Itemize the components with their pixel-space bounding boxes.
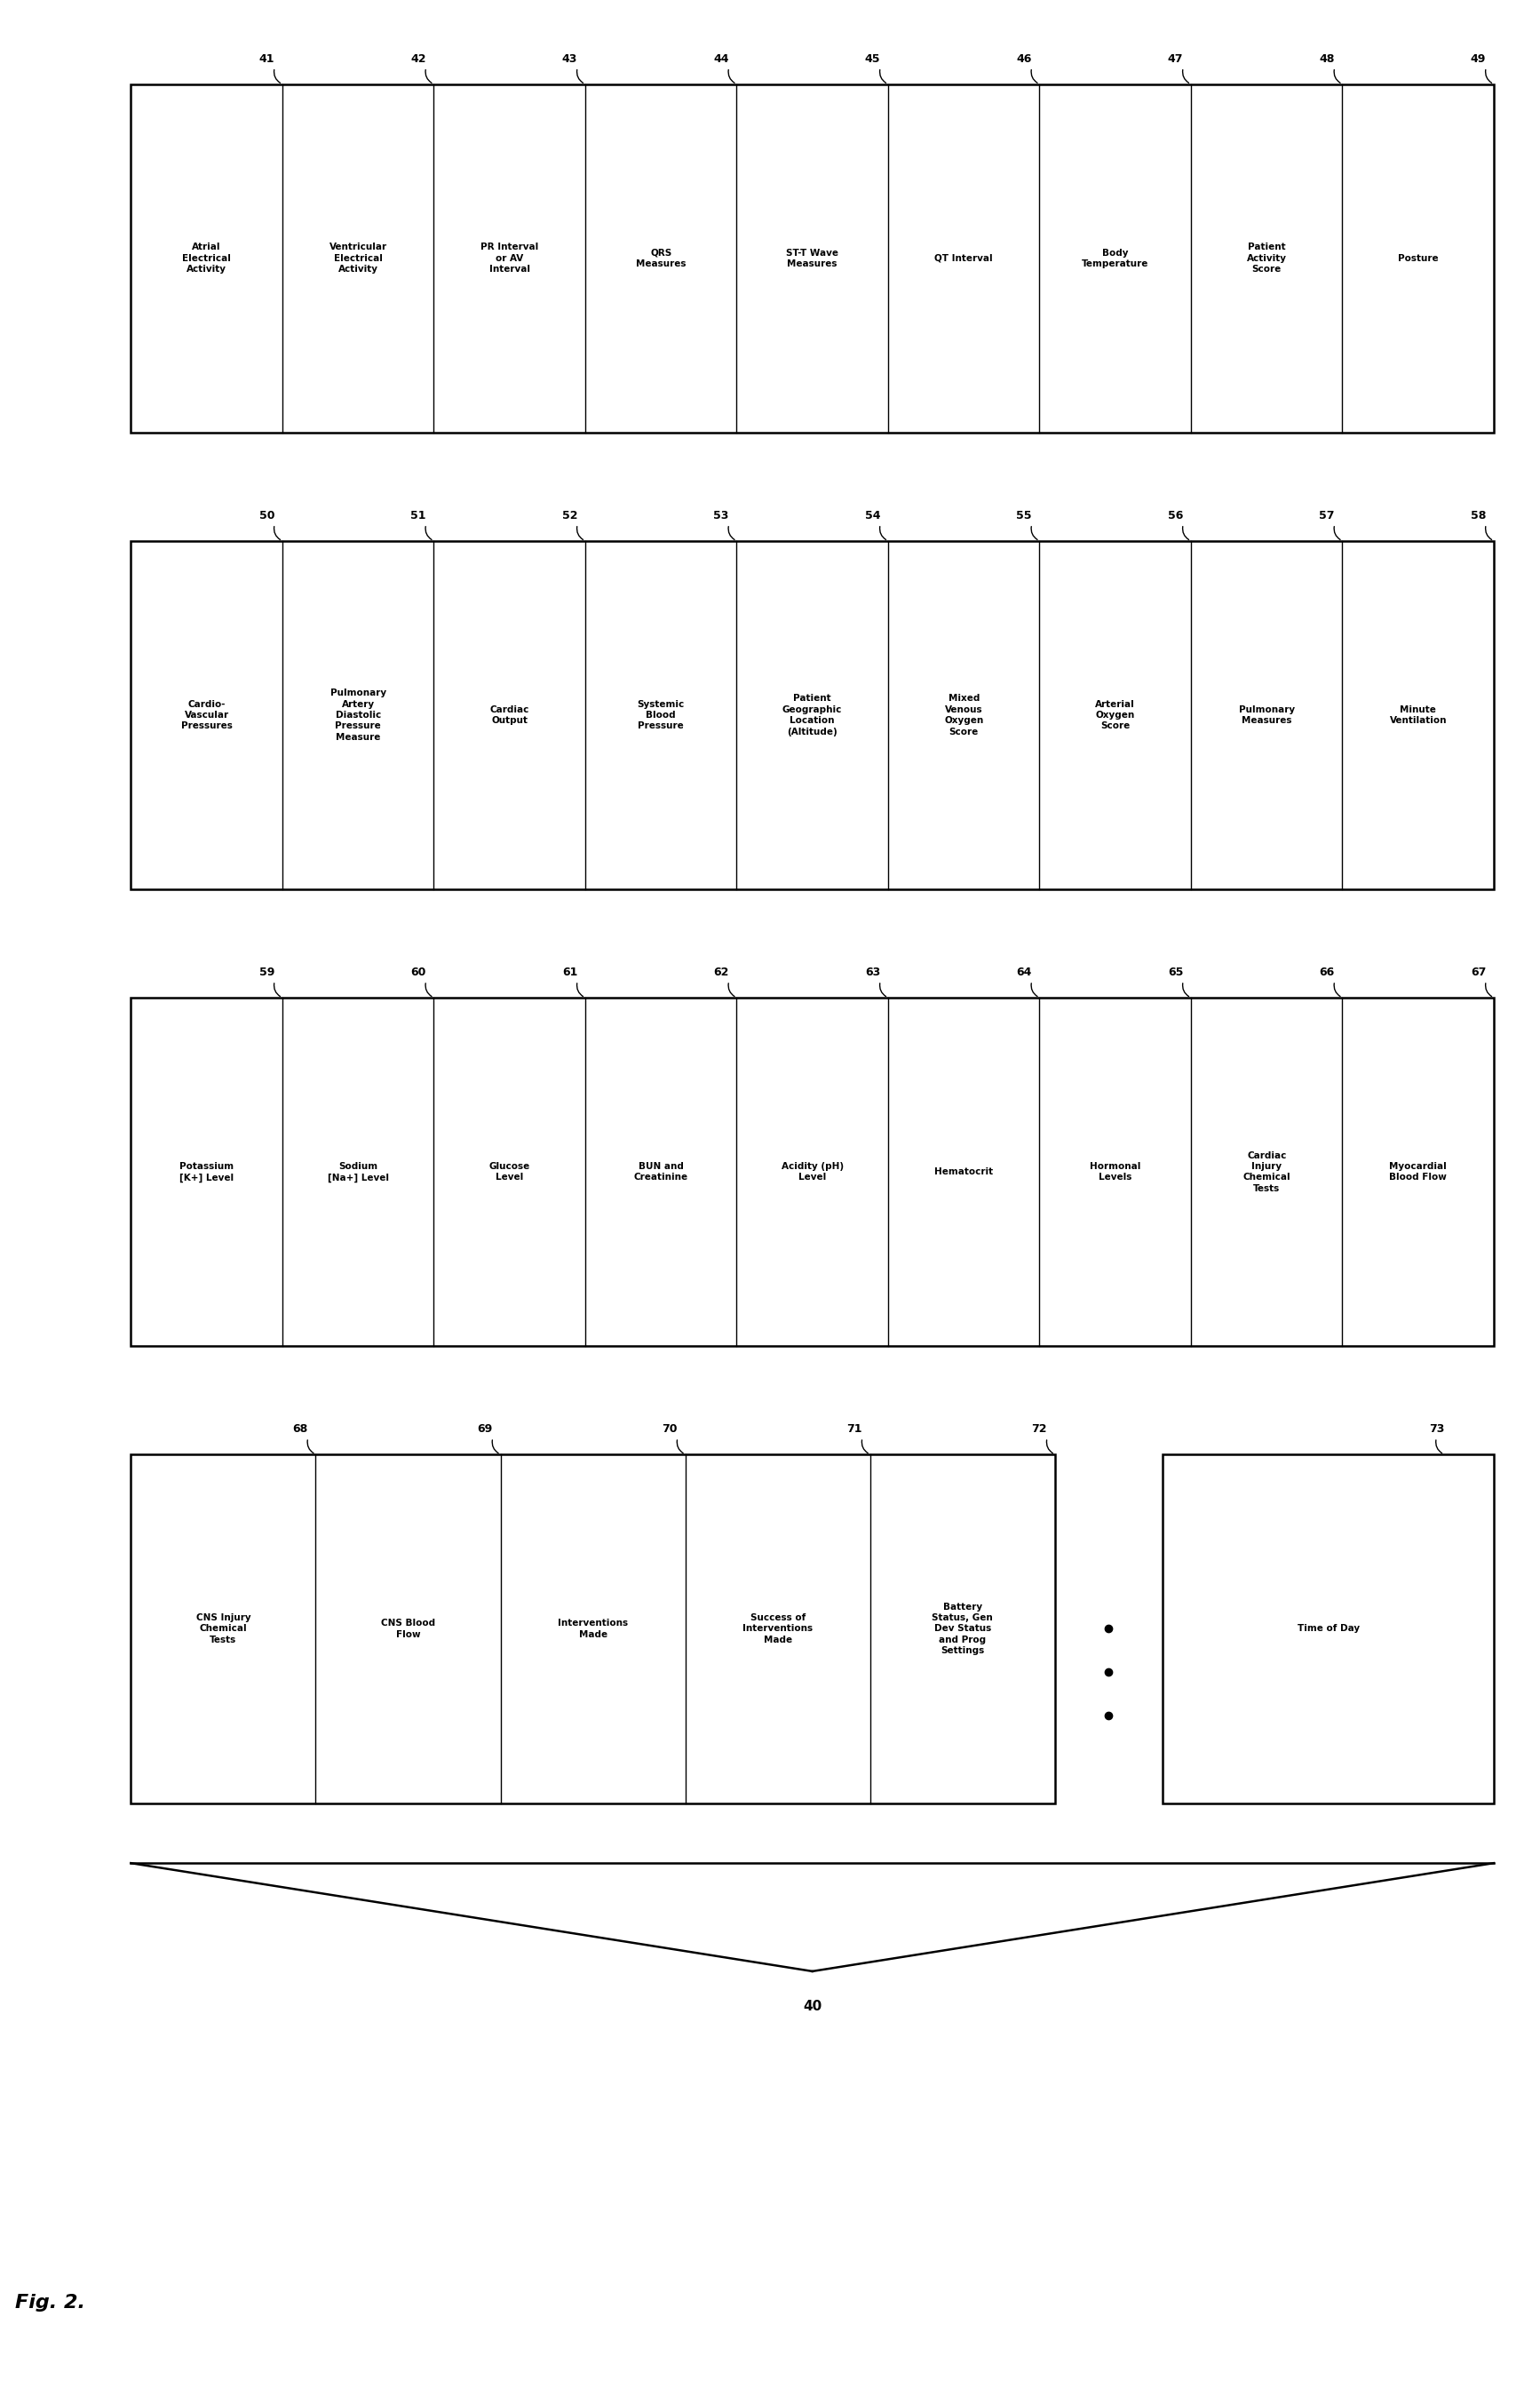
Text: 70: 70 (662, 1423, 678, 1435)
Text: Arterial
Oxygen
Score: Arterial Oxygen Score (1095, 700, 1135, 731)
Bar (1163, 1454, 1494, 1803)
Text: Mixed
Venous
Oxygen
Score: Mixed Venous Oxygen Score (944, 695, 984, 736)
Text: Success of
Interventions
Made: Success of Interventions Made (742, 1613, 813, 1644)
Bar (131, 1454, 1055, 1803)
Text: Patient
Geographic
Location
(Altitude): Patient Geographic Location (Altitude) (782, 695, 842, 736)
Text: Hematocrit: Hematocrit (935, 1168, 993, 1176)
Text: Patient
Activity
Score: Patient Activity Score (1247, 243, 1286, 274)
Text: 46: 46 (1016, 53, 1032, 65)
Text: 56: 56 (1167, 510, 1183, 522)
Bar (131, 998, 1494, 1346)
Text: 57: 57 (1320, 510, 1335, 522)
Text: PR Interval
or AV
Interval: PR Interval or AV Interval (480, 243, 539, 274)
Text: 53: 53 (713, 510, 728, 522)
Text: 65: 65 (1167, 966, 1183, 978)
Text: Cardiac
Output: Cardiac Output (490, 704, 530, 726)
Text: 68: 68 (293, 1423, 308, 1435)
Text: Acidity (pH)
Level: Acidity (pH) Level (781, 1161, 844, 1183)
Text: 43: 43 (562, 53, 578, 65)
Text: Cardio-
Vascular
Pressures: Cardio- Vascular Pressures (180, 700, 233, 731)
Bar (131, 541, 1494, 889)
Text: Time of Day: Time of Day (1297, 1625, 1360, 1632)
Text: Ventricular
Electrical
Activity: Ventricular Electrical Activity (330, 243, 387, 274)
Text: Potassium
[K+] Level: Potassium [K+] Level (180, 1161, 234, 1183)
Text: 72: 72 (1032, 1423, 1047, 1435)
Text: 40: 40 (802, 2000, 822, 2015)
Text: Pulmonary
Artery
Diastolic
Pressure
Measure: Pulmonary Artery Diastolic Pressure Meas… (330, 688, 387, 743)
Text: QRS
Measures: QRS Measures (636, 248, 685, 269)
Text: 58: 58 (1471, 510, 1486, 522)
Text: 55: 55 (1016, 510, 1032, 522)
Text: 64: 64 (1016, 966, 1032, 978)
Text: ST-T Wave
Measures: ST-T Wave Measures (785, 248, 839, 269)
Text: 54: 54 (865, 510, 881, 522)
Text: Body
Temperature: Body Temperature (1081, 248, 1149, 269)
Text: 71: 71 (847, 1423, 862, 1435)
Text: BUN and
Creatinine: BUN and Creatinine (634, 1161, 688, 1183)
Text: 52: 52 (562, 510, 578, 522)
Text: 49: 49 (1471, 53, 1486, 65)
Text: 60: 60 (411, 966, 427, 978)
Text: CNS Blood
Flow: CNS Blood Flow (380, 1618, 436, 1640)
Text: Posture: Posture (1398, 255, 1438, 262)
Bar (131, 84, 1494, 433)
Text: 42: 42 (411, 53, 427, 65)
Text: Battery
Status, Gen
Dev Status
and Prog
Settings: Battery Status, Gen Dev Status and Prog … (932, 1601, 993, 1656)
Text: QT Interval: QT Interval (935, 255, 993, 262)
Text: 69: 69 (477, 1423, 493, 1435)
Text: 63: 63 (865, 966, 881, 978)
Text: 44: 44 (713, 53, 728, 65)
Text: 45: 45 (865, 53, 881, 65)
Text: 47: 47 (1167, 53, 1183, 65)
Text: Cardiac
Injury
Chemical
Tests: Cardiac Injury Chemical Tests (1243, 1152, 1291, 1192)
Text: Pulmonary
Measures: Pulmonary Measures (1238, 704, 1295, 726)
Text: Myocardial
Blood Flow: Myocardial Blood Flow (1389, 1161, 1448, 1183)
Text: 50: 50 (259, 510, 274, 522)
Text: 66: 66 (1320, 966, 1335, 978)
Text: Fig. 2.: Fig. 2. (15, 2293, 86, 2313)
Text: Systemic
Blood
Pressure: Systemic Blood Pressure (638, 700, 685, 731)
Text: 67: 67 (1471, 966, 1486, 978)
Text: Atrial
Electrical
Activity: Atrial Electrical Activity (182, 243, 231, 274)
Text: Minute
Ventilation: Minute Ventilation (1389, 704, 1446, 726)
Text: Hormonal
Levels: Hormonal Levels (1090, 1161, 1141, 1183)
Text: Sodium
[Na+] Level: Sodium [Na+] Level (328, 1161, 388, 1183)
Text: 48: 48 (1320, 53, 1335, 65)
Text: CNS Injury
Chemical
Tests: CNS Injury Chemical Tests (196, 1613, 251, 1644)
Text: 41: 41 (259, 53, 274, 65)
Text: 73: 73 (1429, 1423, 1445, 1435)
Text: 51: 51 (411, 510, 427, 522)
Text: 59: 59 (259, 966, 274, 978)
Text: Glucose
Level: Glucose Level (488, 1161, 530, 1183)
Text: 61: 61 (562, 966, 578, 978)
Text: 62: 62 (713, 966, 728, 978)
Text: Interventions
Made: Interventions Made (557, 1618, 628, 1640)
